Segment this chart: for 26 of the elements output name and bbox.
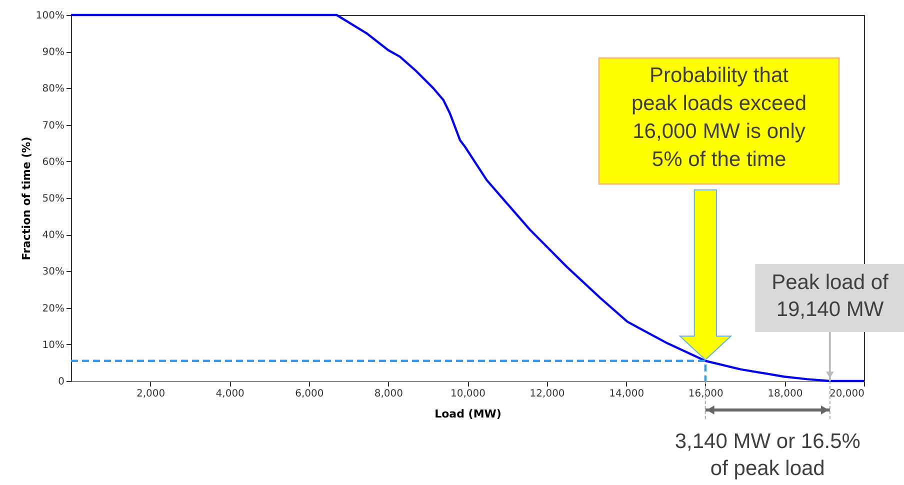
y-tick-label: 40% — [42, 230, 64, 242]
x-axis-title: Load (MW) — [434, 408, 502, 420]
y-axis-title: Fraction of time (%) — [20, 136, 33, 260]
x-tick-label: 16,000 — [688, 388, 724, 400]
x-tick-label: 6,000 — [295, 388, 324, 400]
y-tick-label: 20% — [42, 303, 64, 314]
annotation: Peak load of 19,140 MW — [772, 271, 889, 321]
x-tick-label: 14,000 — [609, 388, 644, 400]
x-tick-label: 20,000 — [830, 388, 864, 400]
y-tick-label: 90% — [42, 47, 64, 58]
x-tick-label: 10,000 — [450, 388, 486, 400]
x-tick-label: 8,000 — [374, 388, 404, 400]
y-tick-label: 30% — [42, 266, 64, 278]
y-tick-label: 10% — [42, 340, 64, 351]
text: 3,140 MW or 16.5% of peak load — [674, 430, 860, 480]
y-tick-label: 70% — [42, 120, 64, 132]
y-tick-label: 50% — [42, 194, 64, 204]
y-tick-label: 0 — [58, 376, 64, 388]
x-tick-label: 4,000 — [216, 388, 244, 400]
y-tick-label: 60% — [42, 156, 64, 168]
x-tick-label: 18,000 — [768, 388, 803, 400]
y-tick-label: 80% — [42, 84, 64, 95]
x-tick-label: 12,000 — [530, 388, 565, 400]
y-tick-label: 100% — [36, 10, 64, 22]
x-tick-label: 2,000 — [136, 388, 166, 400]
annotation: Probability that peak loads exceed 16,000 MW is only 5% of the time — [631, 64, 807, 171]
